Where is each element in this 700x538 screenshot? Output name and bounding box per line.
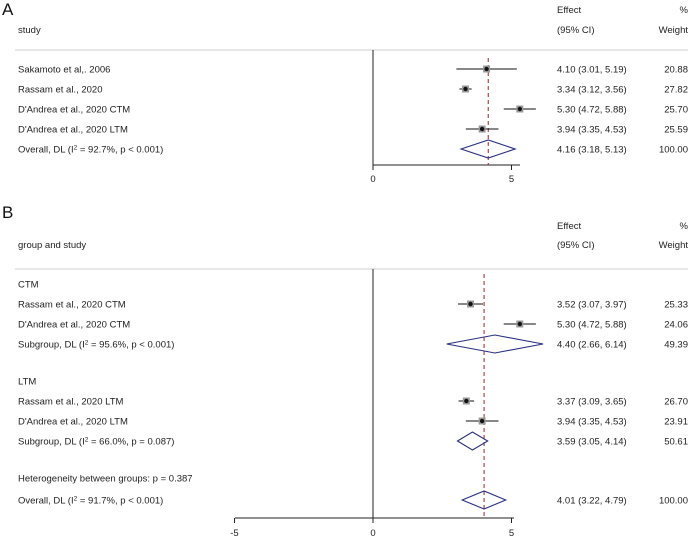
panel-b-letter: B	[2, 203, 13, 222]
panel-a-point-estimate	[479, 126, 485, 132]
panel-a-weight-text: 25.70	[664, 105, 688, 116]
panel-b-weight-text: 24.06	[664, 320, 688, 331]
panel-a-effect-ci-text: 5.30 (4.72, 5.88)	[557, 105, 627, 116]
panel-a-weight-header: Weight	[659, 25, 689, 36]
panel-a-ci-header: (95% CI)	[557, 25, 594, 36]
panel-b-pooled-label: Overall, DL (I2 = 91.7%, p < 0.001)	[18, 495, 163, 507]
panel-a-effect-header: Effect	[557, 5, 581, 16]
panel-b-percent-header: %	[680, 221, 689, 232]
panel-b-effect-ci-text: 5.30 (4.72, 5.88)	[557, 320, 627, 331]
panel-a-pooled-diamond	[459, 139, 517, 159]
panel-a-point-estimate	[463, 86, 468, 92]
panel-b-x-tick-label: 0	[370, 528, 375, 538]
panel-a-weight-text: 100.00	[659, 145, 688, 156]
panel-b-effect-header: Effect	[557, 221, 581, 232]
panel-a-weight-text: 25.59	[664, 125, 688, 136]
panel-b-pooled-diamond	[456, 431, 489, 451]
panel-a-point-estimate	[517, 106, 523, 112]
panel-b-point-estimate	[468, 301, 473, 307]
panel-b-weight-text: 49.39	[664, 340, 688, 351]
panel-b-heterogeneity-note: Heterogeneity between groups: p = 0.387	[18, 474, 193, 485]
panel-b-point-estimate	[464, 398, 469, 404]
panel-b-ci-header: (95% CI)	[557, 240, 594, 251]
panel-b-effect-ci-text: 3.59 (3.05, 4.14)	[557, 437, 627, 448]
panel-b-effect-ci-text: 3.37 (3.09, 3.65)	[557, 397, 627, 408]
panel-b-x-tick-label: 5	[509, 528, 514, 538]
panel-a-letter: A	[2, 0, 14, 19]
panel-b-study-label: Rassam et al., 2020 CTM	[18, 300, 126, 311]
panel-a-weight-text: 20.88	[664, 65, 688, 76]
panel-a-point-estimate	[484, 66, 489, 72]
panel-b-study-label: D'Andrea et al., 2020 LTM	[18, 417, 128, 428]
panel-b-study-label: Rassam et al., 2020 LTM	[18, 397, 124, 408]
panel-b-pooled-label: Subgroup, DL (I2 = 95.6%, p < 0.001)	[18, 339, 174, 351]
panel-a-effect-ci-text: 4.10 (3.01, 5.19)	[557, 65, 627, 76]
panel-b-weight-text: 25.33	[664, 300, 688, 311]
panel-b-effect-ci-text: 4.40 (2.66, 6.14)	[557, 340, 627, 351]
panel-b-effect-ci-text: 3.52 (3.07, 3.97)	[557, 300, 627, 311]
panel-b-point-estimate	[517, 321, 523, 327]
panel-b-study-label: D'Andrea et al., 2020 CTM	[18, 320, 130, 331]
panel-b-point-estimate	[479, 418, 485, 424]
panel-b-weight-text: 23.91	[664, 417, 688, 428]
panel-b-effect-ci-text: 3.94 (3.35, 4.53)	[557, 417, 627, 428]
panel-b-pooled-diamond	[446, 334, 544, 354]
panel-b-effect-ci-text: 4.01 (3.22, 4.79)	[557, 496, 627, 507]
panel-b-plot: CTM Rassam et al., 2020 CTM 3.52 (3.07, 3.…	[18, 274, 688, 538]
panel-b-subgroup-header: CTM	[18, 280, 39, 291]
panel-b-weight-text: 50.61	[664, 437, 688, 448]
panel-a-pooled-label: Overall, DL (I2 = 92.7%, p < 0.001)	[18, 144, 163, 156]
panel-b-subgroup-header: LTM	[18, 377, 36, 388]
panel-b-pooled-diamond	[460, 490, 508, 510]
panel-a-effect-ci-text: 3.94 (3.35, 4.53)	[557, 125, 627, 136]
panel-a-effect-ci-text: 4.16 (3.18, 5.13)	[557, 145, 627, 156]
panel-a-plot: Sakamoto et al,. 2006 4.10 (3.01, 5.19) 20…	[18, 58, 688, 185]
panel-a-effect-ci-text: 3.34 (3.12, 3.56)	[557, 85, 627, 96]
panel-a-x-tick-label: 0	[370, 174, 375, 185]
panel-a-study-label: Sakamoto et al,. 2006	[18, 65, 110, 76]
panel-a-label-header: study	[18, 25, 41, 36]
panel-a-study-label: D'Andrea et al., 2020 CTM	[18, 105, 130, 116]
panel-a-study-label: Rassam et al., 2020	[18, 85, 103, 96]
panel-b-label-header: group and study	[18, 240, 86, 251]
panel-a-x-tick-label: 5	[509, 174, 514, 185]
panel-a-study-label: D'Andrea et al., 2020 LTM	[18, 125, 128, 136]
panel-a-weight-text: 27.82	[664, 85, 688, 96]
panel-b-weight-text: 26.70	[664, 397, 688, 408]
panel-b-weight-header: Weight	[659, 240, 689, 251]
panel-a-percent-header: %	[680, 5, 689, 16]
panel-b-weight-text: 100.00	[659, 496, 688, 507]
panel-b-x-tick-label: -5	[230, 528, 238, 538]
panel-b-pooled-label: Subgroup, DL (I2 = 66.0%, p = 0.087)	[18, 436, 174, 448]
